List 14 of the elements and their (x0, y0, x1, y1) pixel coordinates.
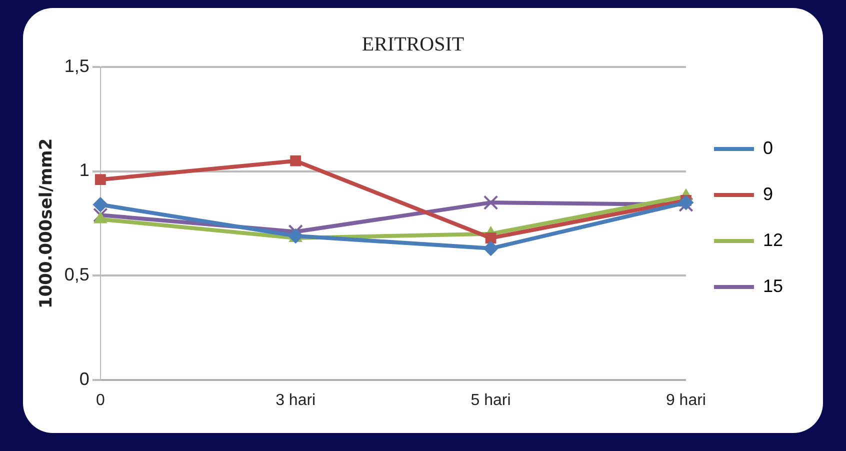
x-tick-label: 3 hari (276, 392, 316, 409)
legend-label: 15 (762, 276, 784, 296)
legend-label: 12 (762, 230, 784, 250)
legend-label: 9 (762, 184, 773, 204)
x-tick-label: 0 (96, 392, 105, 409)
legend-label: 0 (762, 138, 773, 158)
y-tick-label: 0,5 (64, 264, 90, 284)
y-axis-title: 1000.000sel/mm2 (36, 138, 57, 308)
x-tick-label: 9 hari (666, 392, 706, 409)
y-tick-label: 1 (79, 160, 90, 180)
chart-title: ERITROSIT (362, 33, 464, 56)
y-tick-label: 0 (79, 368, 90, 389)
x-tick-label: 5 hari (470, 392, 511, 409)
y-tick-label: 1,5 (64, 56, 90, 76)
